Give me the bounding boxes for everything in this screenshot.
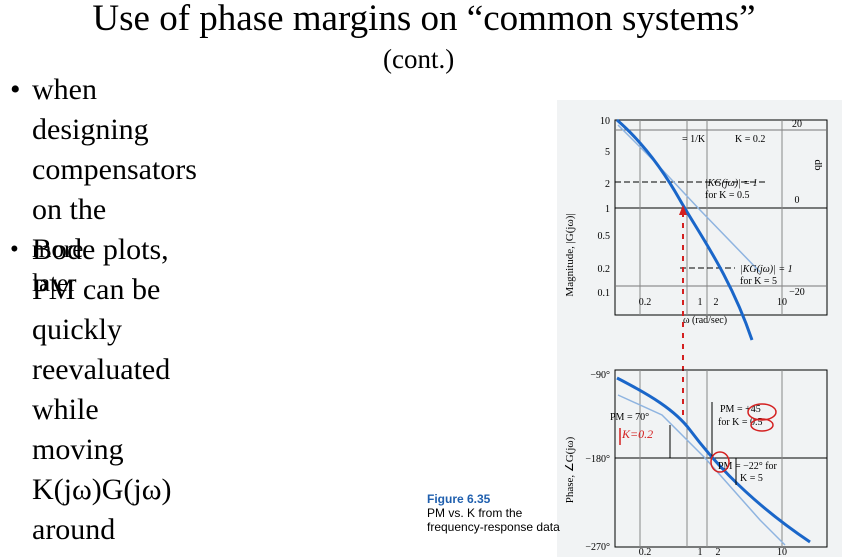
mag-tick-0.2: 0.2 [598, 264, 611, 275]
magnitude-asymptote [617, 124, 761, 273]
magnitude-plot [614, 119, 828, 316]
figure-panel [557, 100, 842, 557]
red-circle-pm45 [747, 403, 777, 421]
phase-curve [616, 376, 811, 544]
freq-bottom-tick-2: 2 [716, 547, 721, 557]
freq-bottom-tick-10: 10 [777, 547, 787, 557]
freq-tick-1: 1 [698, 297, 703, 308]
freq-bottom-tick-1: 1 [698, 547, 703, 557]
freq-bottom-tick-0.2: 0.2 [639, 547, 652, 557]
magnitude-axis-label: Magnitude, |G(jω)| [564, 213, 576, 296]
phase-asymptote [617, 394, 786, 546]
freq-ticks-bottom: 0.2 1 2 10 [639, 547, 787, 557]
phase-tick-neg90: −90° [590, 370, 610, 381]
phase-plot [614, 369, 828, 548]
bullet-dot-icon: • [10, 236, 19, 263]
phase-tick-neg270: −270° [585, 542, 610, 553]
slide-title: Use of phase margins on “common systems” [92, 0, 756, 39]
mag-tick-10: 10 [600, 116, 610, 127]
annotation-kg1-k5: |KG(jω)| = 1 [740, 264, 793, 275]
magnitude-ticks: 10 5 2 1 0.5 0.2 0.1 [598, 116, 611, 299]
freq-tick-10: 10 [777, 297, 787, 308]
mag-tick-1: 1 [605, 204, 610, 215]
annotation-kg1-k05-for: for K = 0.5 [705, 190, 750, 201]
annotation-pm-neg22: PM = −22° for [718, 461, 778, 472]
handwritten-k-note: K=0.2 [621, 427, 653, 441]
frequency-axis-label: ω (rad/sec) [683, 315, 727, 326]
db-tick-20: 20 [792, 119, 802, 130]
db-tick-0: 0 [795, 195, 800, 206]
caption-line-1: PM vs. K from the [427, 506, 523, 520]
db-axis-label: db [812, 160, 824, 172]
annotation-pm45-for: for K = 0.5 [718, 417, 763, 428]
red-arrow-icon [679, 205, 687, 215]
annotation-k02: K = 0.2 [735, 134, 765, 145]
slide-subtitle: (cont.) [383, 44, 455, 74]
bullet-2-text: more later [32, 236, 84, 297]
caption-line-2: frequency-response data [427, 520, 560, 534]
red-circle-k05 [750, 418, 774, 432]
freq-tick-2: 2 [714, 297, 719, 308]
bullet-1-line-3: reevaluated while moving K(jω)G(jω) [32, 353, 172, 506]
phase-tick-neg180: −180° [585, 454, 610, 465]
mag-tick-0.5: 0.5 [598, 231, 611, 242]
annotation-kg1-k5-for: for K = 5 [740, 276, 777, 287]
bullet-1-line-2: Bode plots, PM can be quickly [32, 233, 169, 346]
annotation-pm-neg22-for: K = 5 [740, 473, 763, 484]
bullet-1-line-4: around [32, 513, 116, 546]
annotation-pm70: PM = 70° [610, 412, 649, 423]
db-tick-neg20: −20 [789, 287, 805, 298]
phase-ticks: −90° −180° −270° [585, 370, 610, 553]
mag-tick-2: 2 [605, 179, 610, 190]
freq-tick-0.2: 0.2 [639, 297, 652, 308]
bullet-1-line-1: when designing compensators on the [32, 73, 197, 226]
red-circle-pm-neg22 [710, 451, 730, 473]
magnitude-curve [616, 118, 754, 341]
bullet-dot-icon: • [10, 73, 21, 106]
annotation-pm45: PM = +45 [720, 404, 761, 415]
figure-caption: Figure 6.35 PM vs. K from the frequency-… [427, 492, 560, 534]
figure-number: Figure 6.35 [427, 492, 491, 506]
magnitude-frame [614, 119, 828, 316]
mag-tick-5: 5 [605, 147, 610, 158]
bullet-1-text: when designing compensators on the Bode … [32, 70, 197, 550]
annotation-slope: = 1/K [682, 134, 706, 145]
phase-axis-label: Phase, ∠G(jω) [564, 436, 576, 503]
annotation-kg1-k05: |KG(jω)| = 1 [705, 178, 758, 189]
mag-tick-0.1: 0.1 [598, 288, 611, 299]
db-ticks: 20 0 −20 [789, 119, 805, 298]
freq-ticks-mid: 0.2 1 2 10 [639, 297, 787, 308]
